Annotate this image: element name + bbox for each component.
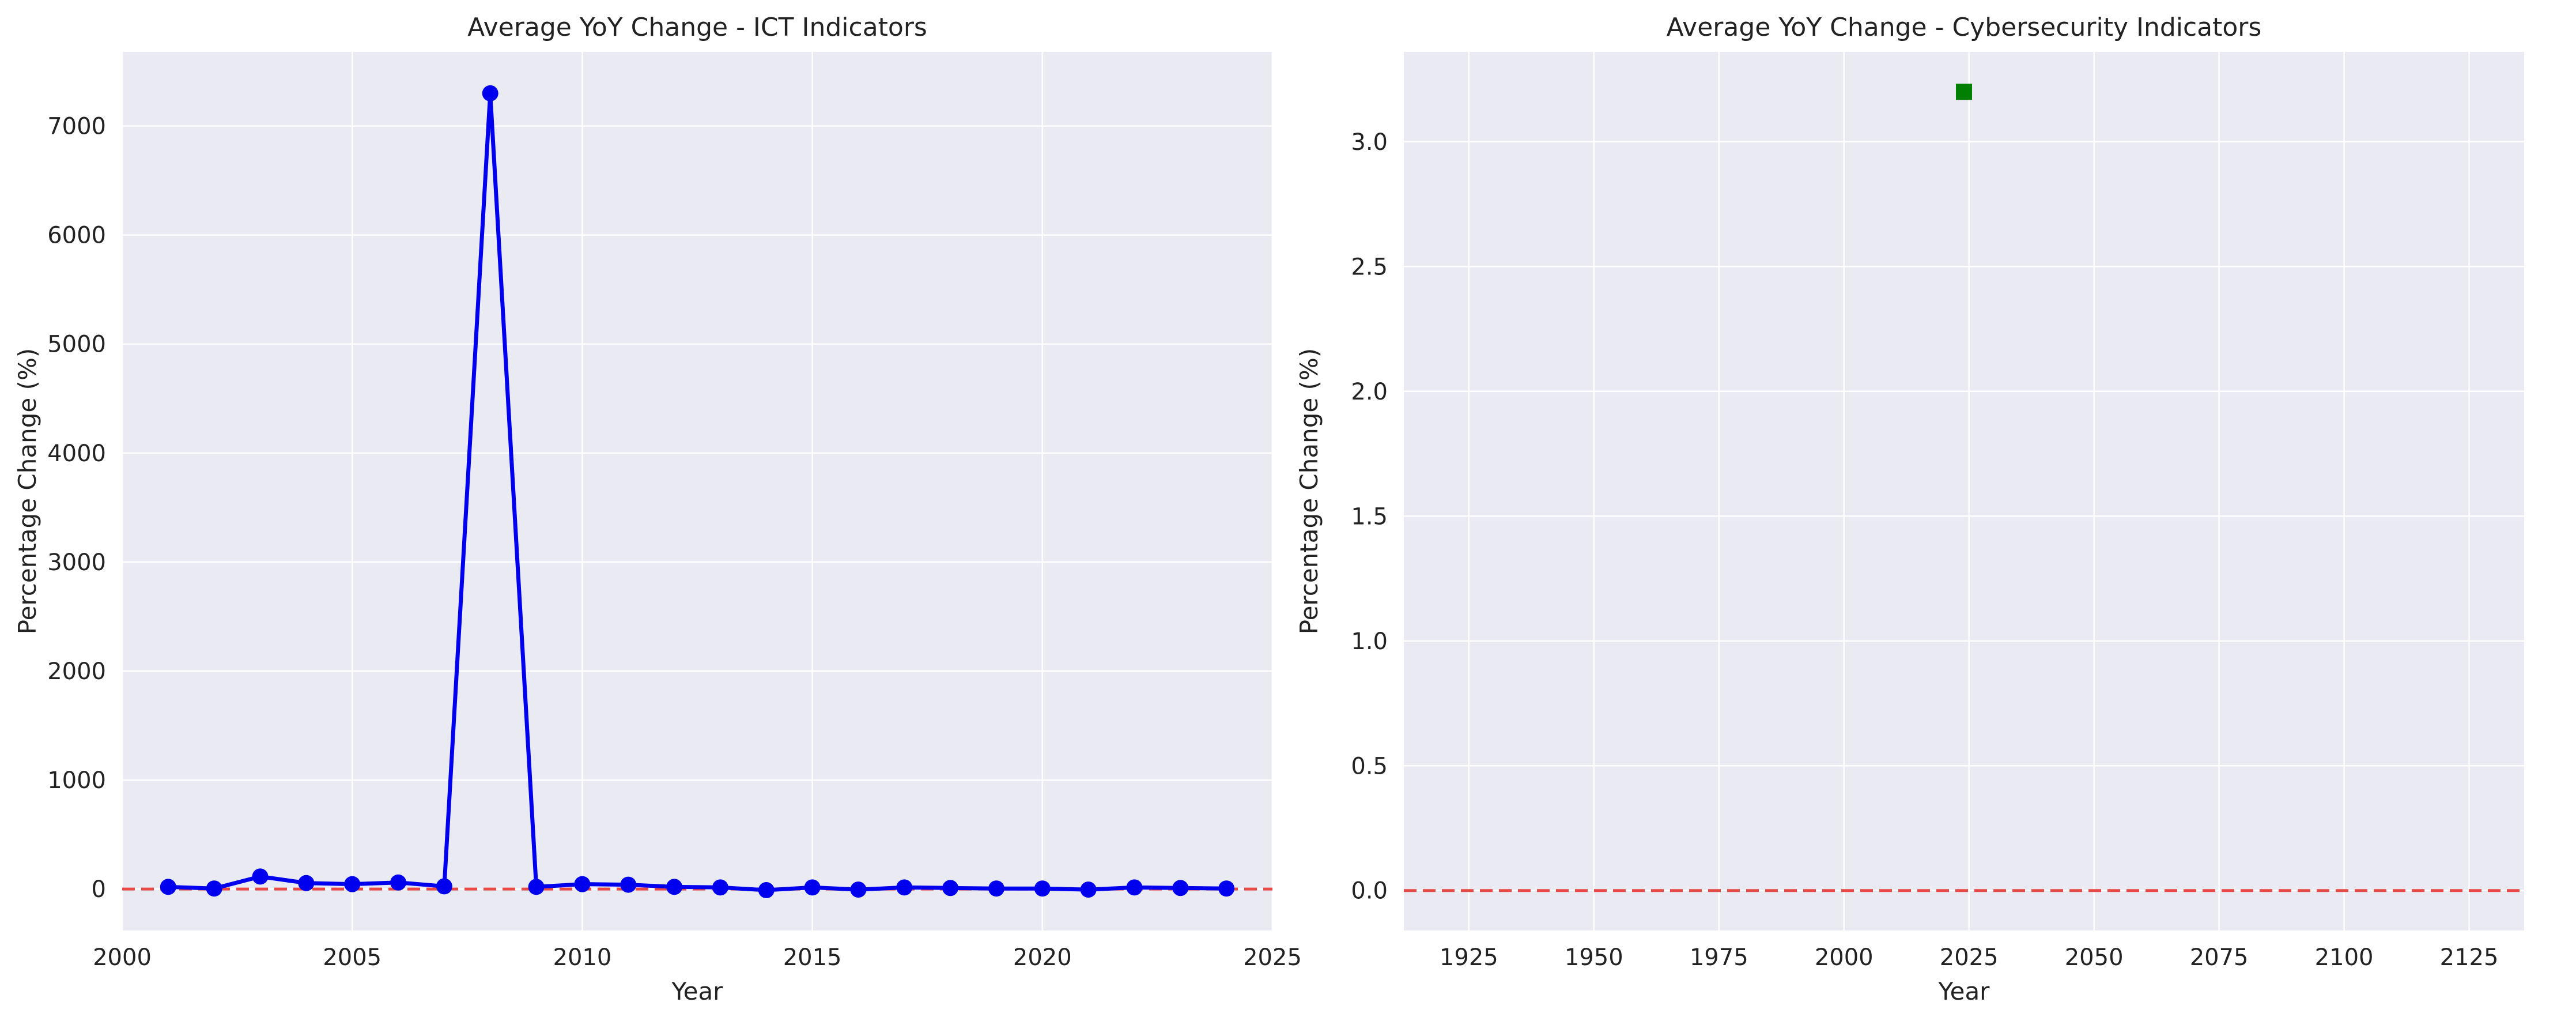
x-tick-label: 2075 xyxy=(2190,944,2249,971)
data-point xyxy=(482,85,498,101)
y-tick-label: 5000 xyxy=(47,331,106,358)
chart-ict: 2000 2005 2010 2015 2020 2025 0 1000 2000 3000 40… xyxy=(13,13,1302,1005)
x-tick-labels: 2000 2005 2010 2015 2020 2025 xyxy=(93,944,1302,971)
x-tick-label: 2100 xyxy=(2315,944,2374,971)
data-point xyxy=(804,879,821,896)
y-tick-label: 1.5 xyxy=(1351,503,1388,530)
data-point xyxy=(344,876,361,892)
y-tick-label: 4000 xyxy=(47,440,106,467)
y-tick-label: 3000 xyxy=(47,549,106,576)
x-axis-label: Year xyxy=(1938,977,1990,1005)
x-tick-label: 2050 xyxy=(2065,944,2124,971)
data-point xyxy=(666,879,683,895)
data-point xyxy=(620,876,637,893)
data-point xyxy=(1080,881,1097,898)
series-group xyxy=(160,85,1235,899)
y-tick-label: 0.0 xyxy=(1351,878,1388,905)
y-axis-label: Percentage Change (%) xyxy=(1295,348,1323,634)
chart-title: Average YoY Change - Cybersecurity Indic… xyxy=(1667,13,2262,42)
plot-area xyxy=(122,52,1272,930)
data-point xyxy=(758,882,775,899)
y-tick-label: 2000 xyxy=(47,658,106,685)
x-tick-label: 1925 xyxy=(1440,944,1498,971)
y-tick-label: 6000 xyxy=(47,223,106,249)
chart-cybersecurity: 1925 1950 1975 2000 2025 2050 2075 2100 2125 0.0… xyxy=(1295,13,2524,1005)
y-tick-label: 2.5 xyxy=(1351,254,1388,280)
x-tick-label: 1975 xyxy=(1690,944,1748,971)
data-point xyxy=(206,880,222,897)
y-tick-labels: 0 1000 2000 3000 4000 5000 6000 7000 xyxy=(47,114,106,903)
x-tick-label: 2000 xyxy=(93,944,152,971)
y-tick-label: 0 xyxy=(92,876,106,903)
plot-area xyxy=(1404,52,2524,930)
y-tick-label: 2.0 xyxy=(1351,379,1388,405)
data-point xyxy=(252,868,269,885)
data-point xyxy=(712,879,728,896)
x-tick-label: 2125 xyxy=(2440,944,2499,971)
x-tick-label: 2025 xyxy=(1940,944,1999,971)
data-point xyxy=(1034,880,1051,897)
data-point xyxy=(390,874,407,891)
data-point xyxy=(850,881,867,898)
data-point xyxy=(574,876,591,892)
data-point xyxy=(298,875,315,891)
data-point xyxy=(896,879,913,896)
gridlines xyxy=(121,52,1274,930)
series-group xyxy=(1956,84,1972,100)
data-point xyxy=(436,878,452,895)
x-tick-label: 2025 xyxy=(1243,944,1302,971)
data-point xyxy=(988,880,1004,897)
data-point xyxy=(1956,84,1972,100)
y-tick-label: 1000 xyxy=(47,767,106,794)
y-tick-label: 1.0 xyxy=(1351,628,1388,655)
data-point xyxy=(1218,880,1235,897)
x-tick-label: 1950 xyxy=(1565,944,1623,971)
data-point xyxy=(942,880,959,896)
x-tick-label: 2000 xyxy=(1815,944,1874,971)
y-axis-label: Percentage Change (%) xyxy=(13,348,41,634)
y-tick-labels: 0.0 0.5 1.0 1.5 2.0 2.5 3.0 xyxy=(1351,129,1388,905)
y-tick-label: 0.5 xyxy=(1351,753,1388,779)
x-tick-label: 2015 xyxy=(783,944,842,971)
y-tick-label: 7000 xyxy=(47,114,106,140)
x-tick-label: 2020 xyxy=(1013,944,1072,971)
x-tick-labels: 1925 1950 1975 2000 2025 2050 2075 2100 2125 xyxy=(1440,944,2499,971)
x-tick-label: 2010 xyxy=(553,944,612,971)
x-tick-label: 2005 xyxy=(323,944,382,971)
x-axis-label: Year xyxy=(671,977,724,1005)
y-tick-label: 3.0 xyxy=(1351,129,1388,156)
data-point xyxy=(528,879,545,895)
chart-title: Average YoY Change - ICT Indicators xyxy=(467,13,927,42)
data-point xyxy=(1126,879,1143,896)
data-point xyxy=(160,879,176,895)
data-point xyxy=(1172,880,1189,896)
